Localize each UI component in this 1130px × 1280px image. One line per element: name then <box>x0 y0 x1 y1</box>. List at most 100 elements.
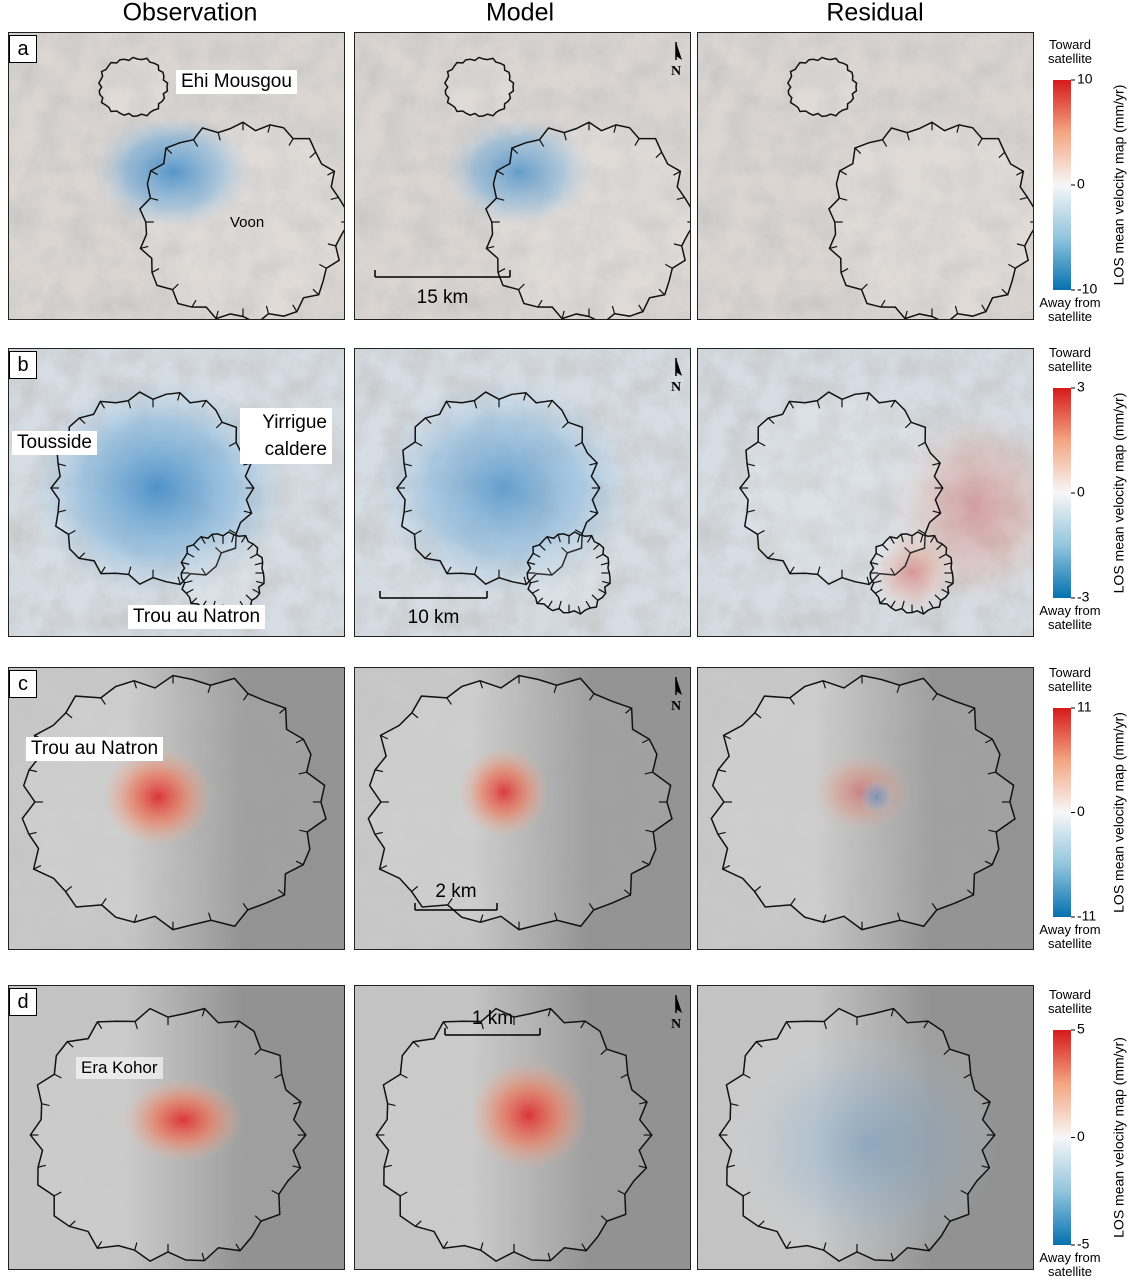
rim-tick <box>242 902 249 911</box>
hillshade <box>697 32 1034 320</box>
rim-tick <box>588 902 595 911</box>
colorbar-top-label: Toward satellite <box>1047 37 1093 66</box>
rim-tick <box>880 299 886 308</box>
colorbar-top-label: Toward satellite <box>1047 665 1093 694</box>
rim-tick <box>890 600 896 608</box>
deformation-anomaly <box>459 747 549 837</box>
rim-tick <box>956 124 960 133</box>
panel-border <box>8 32 345 320</box>
rim-tick <box>473 400 478 409</box>
rim-tick <box>904 421 912 429</box>
rim-tick <box>243 510 252 514</box>
panel-border <box>8 348 345 637</box>
rim-tick <box>943 1215 951 1222</box>
rim-tick <box>981 304 987 312</box>
rim-tick <box>78 417 86 424</box>
panel-letter: d <box>9 988 37 1016</box>
rim-tick <box>96 1241 103 1249</box>
rim-tick <box>201 567 207 576</box>
rim-tick <box>987 771 996 775</box>
colorbar-tick-label: -3 <box>1077 589 1090 605</box>
panel-letter: b <box>9 351 37 379</box>
rim-tick <box>274 1073 283 1079</box>
deformation-anomaly <box>469 1060 589 1170</box>
rim-tick <box>890 400 896 408</box>
caldera-rim <box>786 56 858 118</box>
rim-tick <box>929 535 936 543</box>
rim-tick <box>553 684 558 693</box>
rim-tick <box>414 441 423 447</box>
rim-tick <box>634 138 640 146</box>
place-name: Tousside <box>12 431 97 455</box>
rim-tick <box>968 707 976 714</box>
rim-tick <box>581 1243 587 1251</box>
rim-tick <box>789 697 795 705</box>
north-label: N <box>671 699 681 714</box>
rim-tick <box>254 1048 262 1056</box>
rim-tick <box>374 769 384 773</box>
rim-tick <box>186 552 195 558</box>
place-name: Yirrigue caldere <box>240 408 332 464</box>
rim-tick <box>917 529 926 535</box>
deformation-anomaly <box>859 779 895 815</box>
rim-tick <box>309 151 317 159</box>
rim-tick <box>446 566 452 574</box>
rim-tick <box>536 597 544 604</box>
colorbar-bottom-label: Away from satellite <box>1039 295 1101 324</box>
rim-tick <box>68 529 76 535</box>
rim-tick <box>897 912 901 921</box>
rim-tick <box>193 139 199 147</box>
column-title: Model <box>486 0 554 27</box>
rim-tick <box>293 1101 302 1105</box>
rim-tick <box>896 684 901 693</box>
rim-tick <box>943 562 952 566</box>
colorbar-title: LOS mean velocity map (mm/yr) <box>1111 1037 1127 1238</box>
rim-tick <box>757 529 765 535</box>
rim-tick <box>140 245 149 249</box>
rim-tick <box>840 268 849 273</box>
colorbar-bottom-label: Away from satellite <box>1039 922 1101 951</box>
rim-tick <box>537 299 543 308</box>
rim-tick <box>374 831 383 835</box>
map-panel <box>8 667 345 950</box>
colorbar-title: LOS mean velocity map (mm/yr) <box>1111 712 1127 913</box>
colorbar <box>1053 80 1071 290</box>
rim-tick <box>100 566 106 574</box>
rim-tick <box>823 1242 827 1251</box>
deformation-anomaly <box>872 533 952 613</box>
rim-tick <box>717 831 726 835</box>
panel-border <box>697 348 1034 637</box>
map-panel <box>697 32 1034 320</box>
rim-tick <box>906 132 910 141</box>
rim-tick <box>547 1252 551 1261</box>
rim-tick <box>557 534 561 543</box>
scale-bar-label: 15 km <box>416 287 469 308</box>
rim-tick <box>474 566 478 575</box>
rim-tick <box>767 552 775 559</box>
rim-tick <box>920 534 924 543</box>
rim-tick <box>151 268 160 273</box>
rim-tick <box>99 401 106 409</box>
rim-tick <box>78 552 86 559</box>
rim-tick <box>866 576 870 585</box>
rim-tick <box>984 738 993 744</box>
rim-tick <box>823 1021 827 1030</box>
rim-tick <box>480 1021 484 1030</box>
rim-tick <box>41 1103 50 1107</box>
rim-tick <box>150 197 159 201</box>
rim-tick <box>988 829 997 833</box>
rim-tick <box>600 1215 608 1222</box>
rim-tick <box>882 544 889 551</box>
panel-border <box>354 32 691 320</box>
rim-tick <box>245 594 253 601</box>
rim-tick <box>788 401 795 409</box>
rim-tick <box>442 1241 449 1249</box>
panel-border <box>697 985 1034 1270</box>
rim-tick <box>938 553 947 559</box>
colorbar-tick-label: 11 <box>1077 699 1092 715</box>
rim-tick <box>215 421 223 429</box>
rim-tick <box>414 1220 422 1227</box>
north-arrow <box>676 358 682 376</box>
rim-tick <box>442 1021 449 1029</box>
rim-tick <box>1008 263 1016 269</box>
